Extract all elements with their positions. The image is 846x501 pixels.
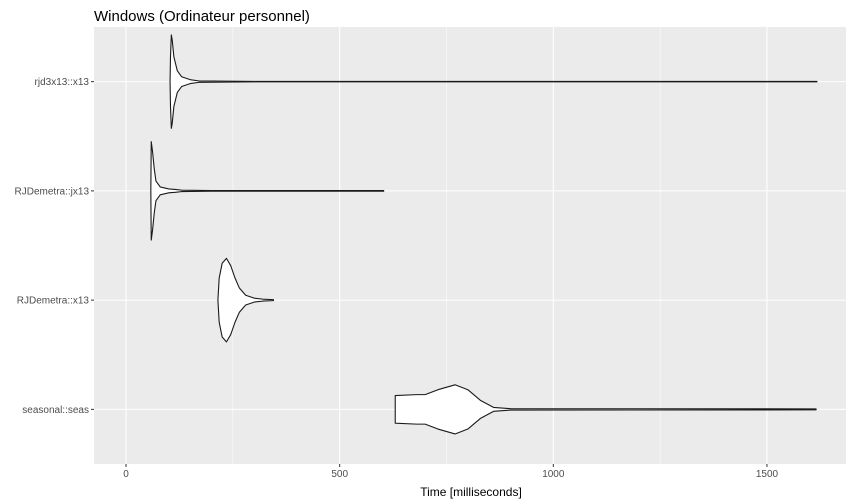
violins xyxy=(150,34,818,435)
y-axis: rjd3x13::x13RJDemetra::jx13RJDemetra::x1… xyxy=(15,77,94,416)
violin-rjdemetra-x13 xyxy=(217,257,274,343)
x-axis: 0 500 1000 1500 xyxy=(123,464,779,480)
y-tick-label: RJDemetra::jx13 xyxy=(15,186,90,197)
x-tick-label: 0 xyxy=(123,469,129,480)
x-tick-label: 1000 xyxy=(542,469,565,480)
violin-seasonal-seas xyxy=(394,384,817,435)
violin-rjdemetra-jx13 xyxy=(150,141,385,241)
y-tick-label: seasonal::seas xyxy=(22,405,89,416)
x-axis-label: Time [milliseconds] xyxy=(420,485,522,499)
violin-rjd3x13-x13 xyxy=(169,34,818,129)
y-tick-label: RJDemetra::x13 xyxy=(17,296,90,307)
y-tick-label: rjd3x13::x13 xyxy=(35,77,90,88)
x-tick-label: 500 xyxy=(331,469,348,480)
chart-title: Windows (Ordinateur personnel) xyxy=(94,8,310,25)
x-tick-label: 1500 xyxy=(756,469,779,480)
